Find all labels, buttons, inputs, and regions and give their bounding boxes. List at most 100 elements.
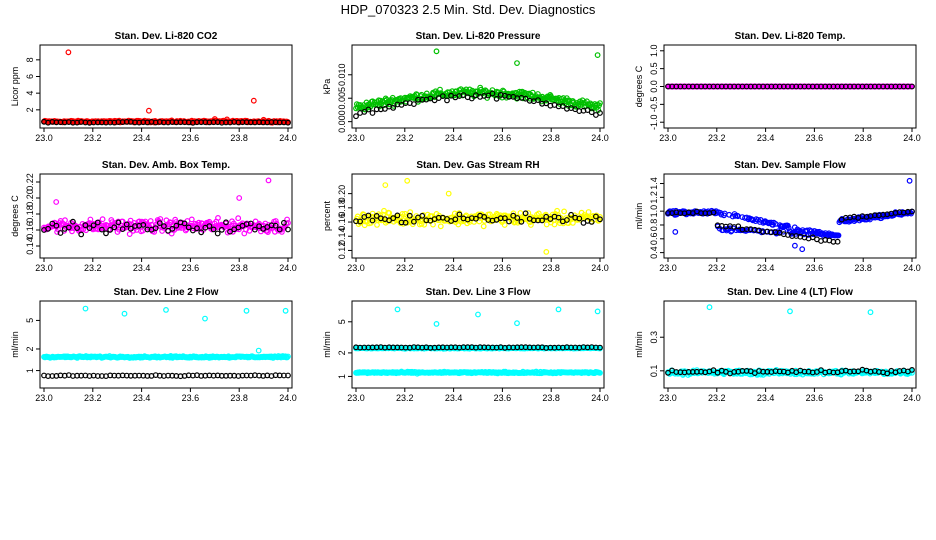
data-point [74, 225, 80, 232]
data-point [390, 215, 397, 222]
outlier-point [433, 321, 440, 327]
x-tick-label: 23.2 [84, 263, 102, 273]
y-axis-label: kPa [322, 79, 332, 95]
data-point [510, 212, 517, 219]
plot-frame [39, 173, 293, 259]
data-point [127, 225, 134, 232]
x-tick-label: 23.4 [133, 263, 151, 273]
x-tick-label: 23.0 [35, 133, 53, 143]
data-point [597, 110, 603, 116]
data-point [884, 370, 891, 377]
x-tick-label: 23.0 [347, 393, 365, 403]
data-point [597, 344, 603, 351]
y-tick-label: 0.000 [337, 110, 347, 133]
outlier-point [672, 228, 679, 235]
series-30-min [665, 208, 915, 245]
data-point [744, 227, 751, 234]
data-point [437, 223, 444, 230]
x-tick-label: 23.4 [445, 133, 463, 143]
data-point [834, 238, 841, 245]
panel-title: Stan. Dev. Li-820 Temp. [735, 31, 846, 42]
y-tick-label: 1.2 [649, 191, 659, 204]
x-tick-label: 23.8 [542, 263, 560, 273]
plot-frame [663, 173, 917, 259]
outlier-point [202, 315, 208, 322]
data-point [394, 212, 401, 219]
data-point [156, 220, 163, 227]
data-point [284, 354, 291, 361]
data-point [69, 218, 76, 225]
outlier-point [250, 97, 257, 104]
data-point [518, 218, 525, 225]
data-point [480, 223, 487, 230]
data-point [718, 211, 725, 218]
data-point [585, 209, 592, 215]
x-tick-label: 23.4 [757, 263, 775, 273]
x-tick-label: 23.8 [854, 133, 872, 143]
x-tick-label: 23.4 [445, 263, 463, 273]
data-point [493, 95, 500, 102]
y-tick-label: 0.22 [25, 173, 35, 191]
plot-frame [351, 44, 605, 129]
data-point [559, 103, 566, 109]
outlier-point [867, 309, 874, 316]
data-point [529, 89, 536, 96]
data-point [82, 222, 89, 229]
data-point [218, 226, 225, 233]
x-tick-label: 23.8 [542, 393, 560, 403]
data-point [439, 93, 446, 99]
data-point [365, 212, 372, 219]
y-tick-label: 0.3 [649, 331, 659, 344]
data-point [588, 218, 595, 225]
data-point [223, 219, 229, 226]
x-tick-label: 23.6 [806, 133, 824, 143]
y-tick-label: 0.5 [649, 62, 659, 75]
data-point [152, 225, 159, 232]
x-tick-label: 23.6 [182, 263, 200, 273]
data-point [160, 223, 167, 230]
outlier-point [121, 310, 128, 317]
outlier-point [404, 177, 411, 184]
data-point [551, 221, 558, 228]
x-tick-label: 23.4 [133, 393, 151, 403]
series-2.5-min [353, 306, 603, 377]
data-point [818, 367, 824, 374]
data-point [539, 217, 545, 224]
data-point [57, 230, 64, 236]
plot-frame [351, 300, 605, 389]
data-point [111, 224, 118, 231]
data-point [406, 212, 413, 219]
series-2.5-min [41, 49, 291, 126]
y-axis-label: ml/min [322, 331, 332, 358]
panel-title: Stan. Dev. Li-820 CO2 [115, 31, 218, 42]
data-point [90, 222, 97, 229]
data-point [593, 213, 599, 220]
data-point [107, 226, 114, 233]
x-tick-label: 23.2 [396, 393, 414, 403]
outlier-point [265, 177, 272, 184]
outlier-point [145, 107, 152, 114]
data-point [710, 209, 717, 216]
outlier-point [787, 308, 793, 315]
x-tick-label: 23.0 [347, 133, 365, 143]
outlier-point [514, 60, 520, 66]
data-point [103, 230, 109, 237]
data-point [374, 221, 380, 228]
x-tick-label: 23.0 [347, 263, 365, 273]
x-tick-label: 24.0 [279, 133, 297, 143]
y-tick-label: 1 [25, 368, 35, 373]
y-tick-label: 0.14 [25, 237, 35, 255]
panel-title: Stan. Dev. Sample Flow [734, 160, 846, 171]
data-point [206, 223, 213, 230]
x-tick-label: 23.6 [806, 263, 824, 273]
x-tick-label: 23.6 [494, 263, 512, 273]
x-tick-label: 23.6 [806, 393, 824, 403]
x-tick-label: 23.2 [396, 263, 414, 273]
data-point [169, 225, 176, 232]
data-point [147, 218, 154, 224]
outlier-point [445, 190, 452, 197]
data-point [506, 218, 512, 225]
data-point [353, 113, 359, 120]
x-tick-label: 23.4 [133, 133, 151, 143]
